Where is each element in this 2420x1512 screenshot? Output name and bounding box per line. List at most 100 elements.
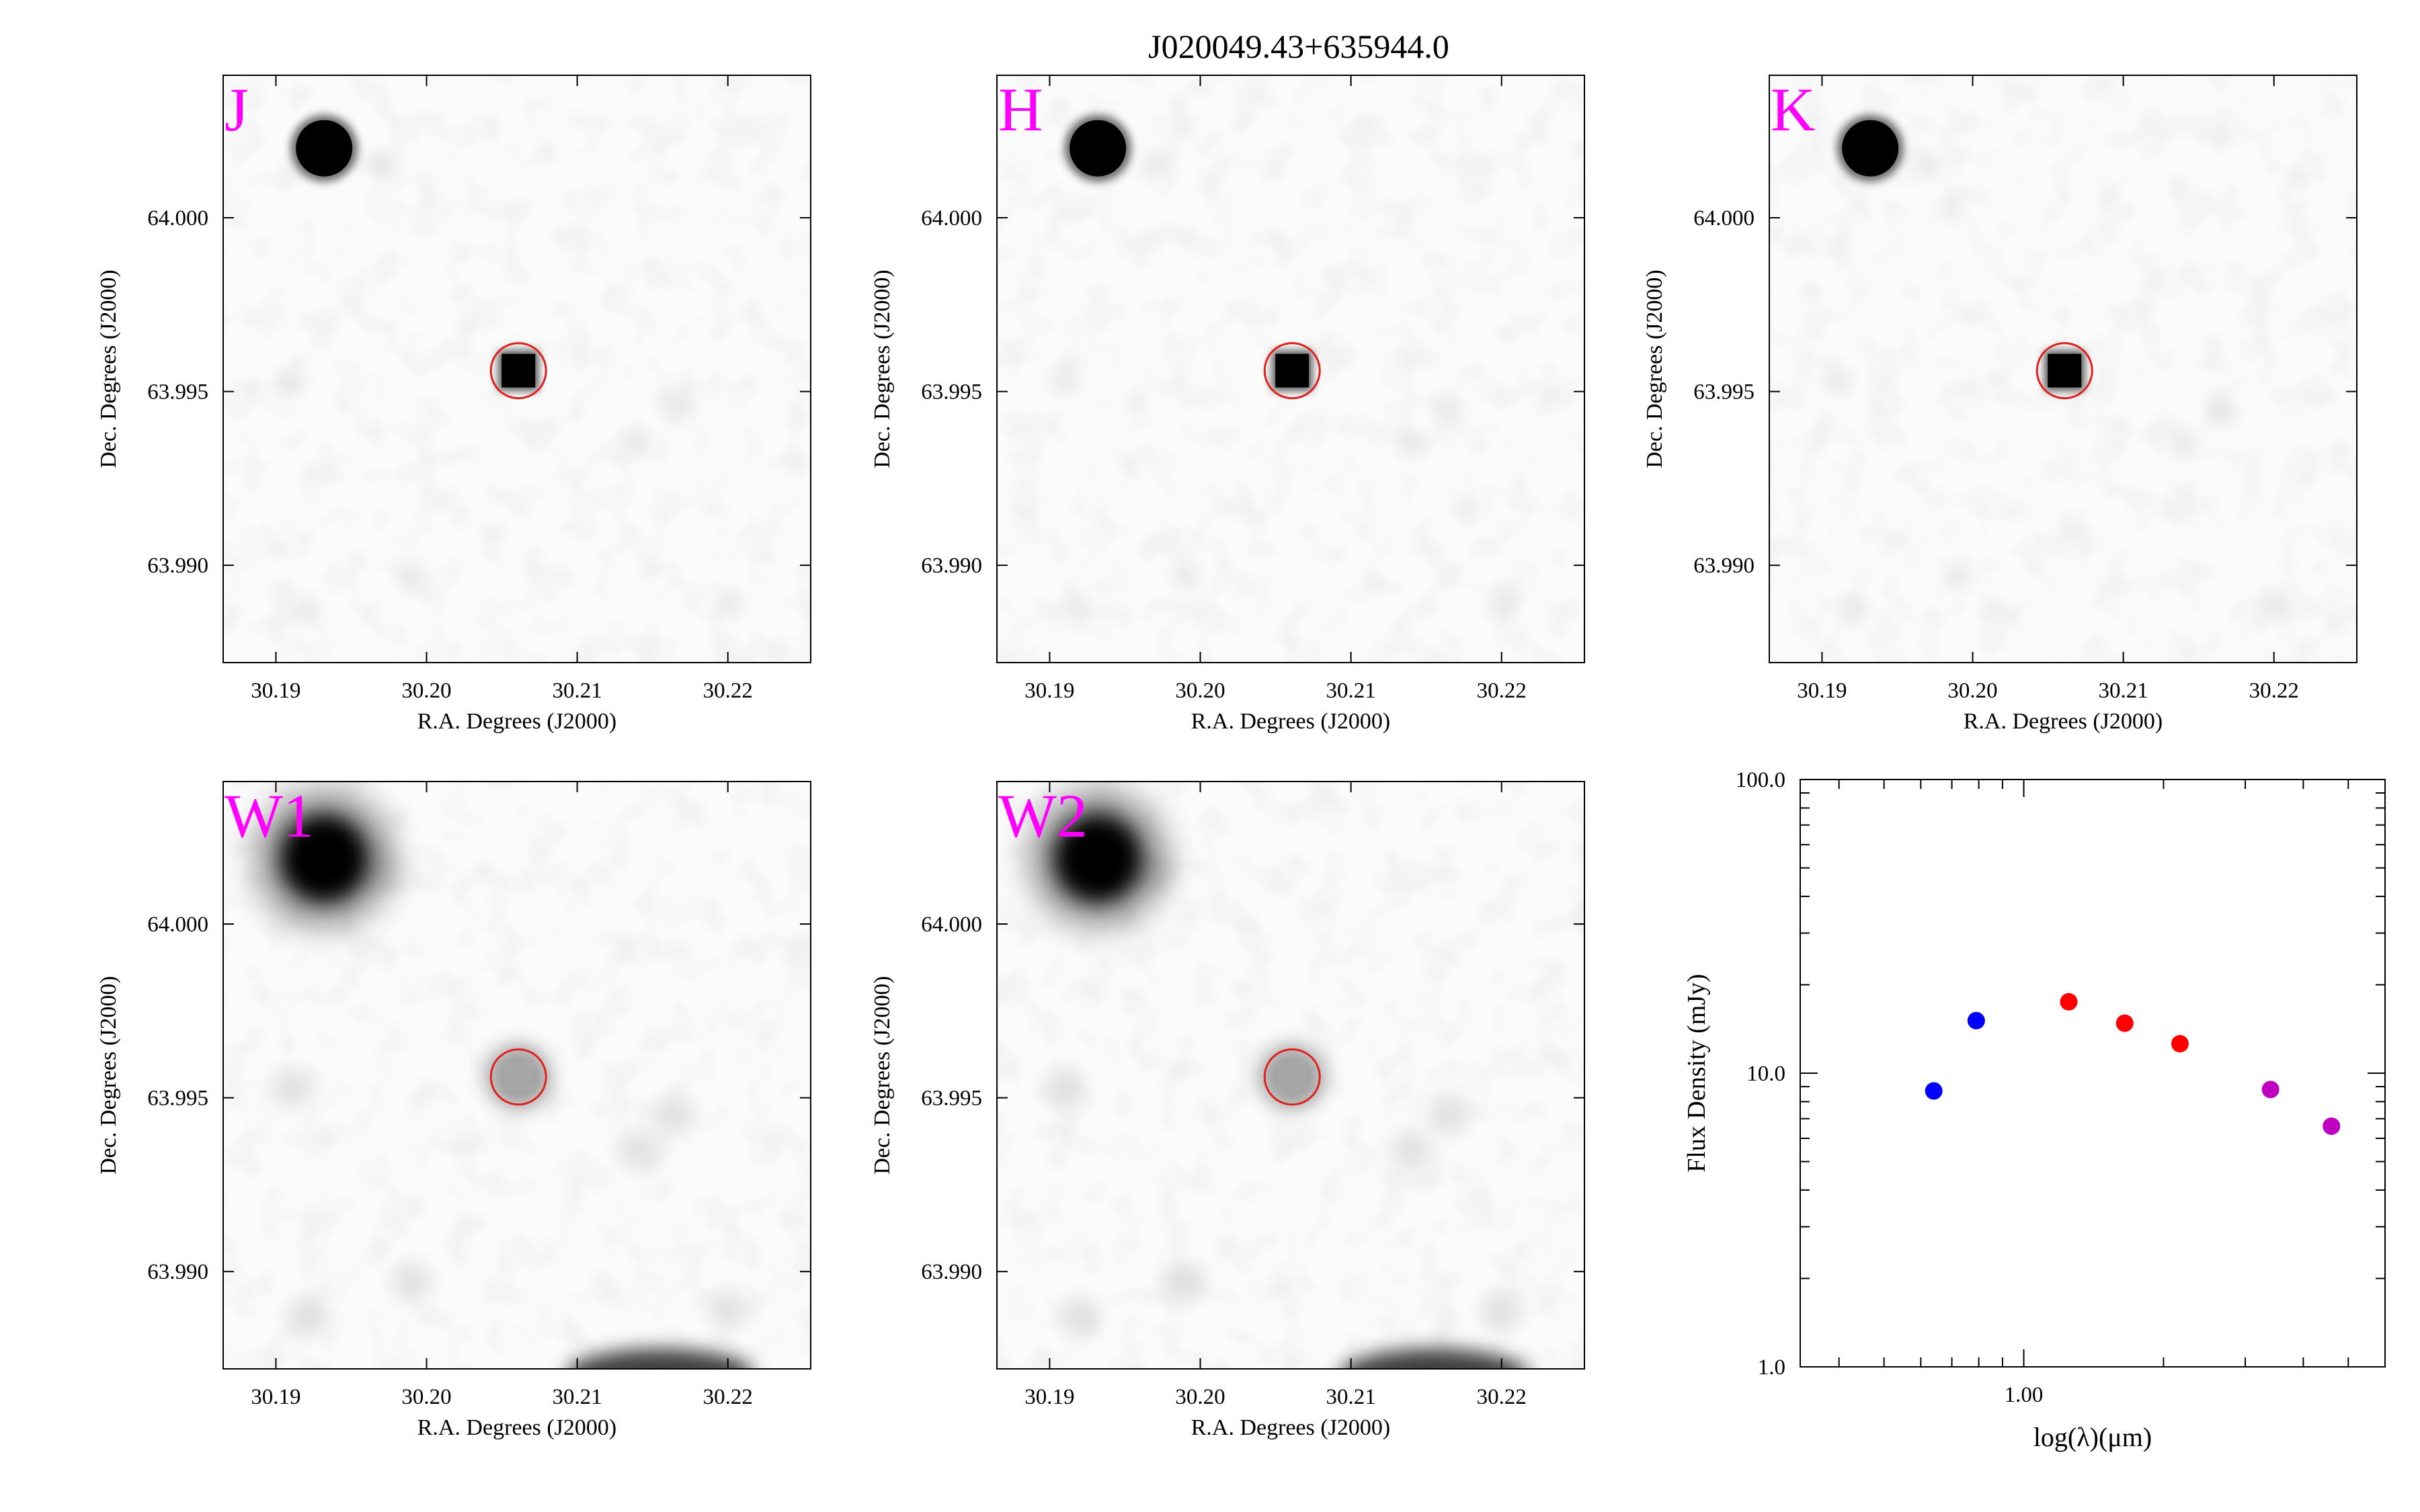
sed-data-point [1967, 1011, 1985, 1030]
x-axis-label: R.A. Degrees (J2000) [1191, 709, 1391, 734]
faint-source [2209, 396, 2234, 421]
y-tick-label: 64.000 [147, 913, 208, 937]
target-aperture-circle [1263, 1048, 1321, 1106]
y-tick-label: 63.990 [921, 1260, 982, 1284]
band-label: H [998, 75, 1043, 144]
x-tick-label: 30.22 [1477, 679, 1527, 703]
faint-source [399, 563, 424, 588]
image-panel-j: 30.19 30.20 30.21 30.22 63.990 63.995 64.000 R.… [96, 75, 811, 734]
image-pixels [223, 782, 811, 1369]
target-aperture-circle [2035, 342, 2093, 400]
faint-source [1840, 598, 1865, 623]
x-axis-label: R.A. Degrees (J2000) [1191, 1415, 1391, 1440]
faint-source [1824, 369, 1849, 394]
panel-frame [996, 781, 1585, 1370]
sed-data-point [2115, 1014, 2134, 1032]
target-core [1277, 1062, 1307, 1092]
neighbor-star [282, 816, 366, 900]
image-pixels [997, 782, 1584, 1369]
y-axis-label: Dec. Degrees (J2000) [1642, 269, 1667, 468]
x-tick-label: 30.20 [1175, 679, 1225, 703]
faint-source [391, 1261, 432, 1302]
sed-data-point [2060, 993, 2078, 1011]
y-tick-label: 63.990 [147, 1260, 208, 1284]
sed-x-tick-label: 1.00 [2005, 1383, 2044, 1407]
x-axis-label: R.A. Degrees (J2000) [417, 1415, 617, 1440]
faint-source [707, 1290, 748, 1331]
image-pixels [223, 75, 811, 663]
edge-source [569, 1349, 752, 1369]
faint-source [286, 1296, 327, 1337]
neighbor-star [296, 120, 353, 177]
panel-frame [223, 781, 811, 1370]
faint-source [715, 591, 740, 616]
sed-y-tick-label: 100.0 [1736, 768, 1785, 792]
x-tick-label: 30.21 [553, 679, 602, 703]
image-pixels [1769, 75, 2357, 663]
sed-y-tick-label: 10.0 [1746, 1062, 1785, 1086]
y-tick-label: 63.995 [147, 1087, 208, 1111]
panel-frame [1769, 75, 2357, 663]
sed-y-axis-label: Flux Density (mJy) [1683, 974, 1711, 1173]
neighbor-star [1056, 816, 1140, 900]
image-panel-k: 30.19 30.20 30.21 30.22 63.990 63.995 64.000 R.… [1642, 75, 2357, 734]
image-panel-h: 30.19 30.20 30.21 30.22 63.990 63.995 64.000 R.… [870, 75, 1585, 734]
figure-title: J020049.43+635944.0 [1148, 28, 1449, 65]
faint-source [1067, 598, 1092, 623]
y-tick-label: 64.000 [921, 206, 982, 230]
sed-frame [1800, 779, 2386, 1368]
x-tick-label: 30.21 [2099, 679, 2148, 703]
sed-x-axis-label: log(λ)(μm) [2033, 1422, 2152, 1452]
y-tick-label: 64.000 [1693, 206, 1755, 230]
faint-source [1428, 1095, 1469, 1136]
x-tick-label: 30.19 [251, 679, 300, 703]
faint-source [1391, 1130, 1432, 1171]
band-label: W2 [998, 782, 1088, 850]
y-tick-label: 63.990 [147, 554, 208, 578]
image-pixels [997, 75, 1584, 663]
x-tick-label: 30.19 [1024, 1385, 1074, 1409]
x-tick-label: 30.19 [1024, 679, 1074, 703]
x-tick-label: 30.21 [553, 1385, 602, 1409]
y-tick-label: 63.995 [921, 380, 982, 405]
image-panel-w1: 30.19 30.20 30.21 30.22 63.990 63.995 64.000 R.… [96, 781, 811, 1440]
faint-source [1945, 563, 1970, 588]
neighbor-star [1842, 120, 1899, 177]
x-tick-label: 30.21 [1326, 1385, 1376, 1409]
faint-source [1915, 153, 1940, 178]
y-tick-label: 63.995 [147, 380, 208, 405]
target-core [503, 1062, 534, 1092]
y-tick-label: 63.990 [1693, 554, 1755, 578]
panel-frame [996, 75, 1585, 663]
target-source [501, 353, 536, 388]
faint-source [663, 396, 688, 421]
x-tick-label: 30.20 [401, 1385, 451, 1409]
x-tick-label: 30.19 [1797, 679, 1847, 703]
faint-source [1481, 1290, 1522, 1331]
y-axis-label: Dec. Degrees (J2000) [96, 976, 121, 1175]
faint-source [278, 369, 303, 394]
sed-data-point [2261, 1081, 2280, 1099]
faint-source [2171, 431, 2196, 456]
x-tick-label: 30.22 [703, 1385, 753, 1409]
x-tick-label: 30.22 [1477, 1385, 1527, 1409]
band-label: J [225, 75, 249, 144]
faint-source [655, 1095, 696, 1136]
x-tick-label: 30.22 [2249, 679, 2299, 703]
x-tick-label: 30.20 [1947, 679, 1997, 703]
sed-data-point [2323, 1117, 2341, 1135]
faint-source [1437, 396, 1461, 421]
faint-source [1044, 1067, 1085, 1108]
sed-data-point [1925, 1082, 1943, 1100]
y-tick-label: 63.995 [1693, 380, 1755, 405]
sed-chart: 1.0 10.0 100.0 1.00 log(λ)(μm) Flux Density (… [1683, 768, 2386, 1452]
y-axis-label: Dec. Degrees (J2000) [870, 976, 895, 1175]
faint-source [270, 1067, 311, 1108]
neighbor-star [1070, 120, 1127, 177]
x-tick-label: 30.22 [703, 679, 753, 703]
faint-source [1052, 369, 1077, 394]
x-tick-label: 30.20 [1175, 1385, 1225, 1409]
faint-source [1173, 563, 1198, 588]
target-aperture-circle [489, 1048, 547, 1106]
